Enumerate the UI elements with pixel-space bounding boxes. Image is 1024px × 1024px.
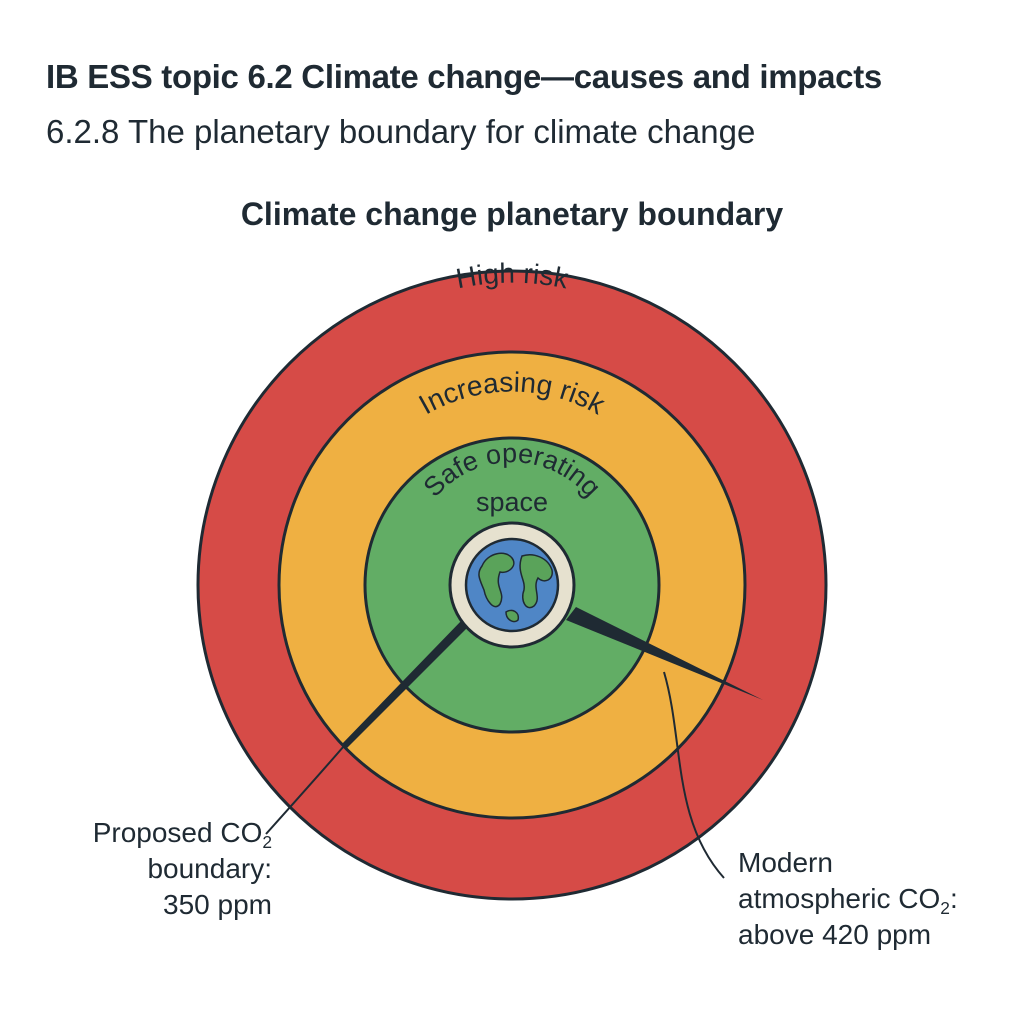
modern-co2-line1: Modern bbox=[738, 847, 833, 878]
proposed-boundary-callout: Proposed CO2 boundary: 350 ppm bbox=[40, 815, 272, 923]
modern-co2-leader-line bbox=[663, 671, 725, 879]
high-risk-label: High risk bbox=[454, 258, 572, 295]
modern-co2-callout: Modern atmospheric CO2: above 420 ppm bbox=[738, 845, 1008, 953]
modern-co2-line2: atmospheric CO2: bbox=[738, 883, 958, 919]
subtopic-heading: 6.2.8 The planetary boundary for climate… bbox=[46, 113, 756, 150]
modern-co2-value: above 420 ppm bbox=[738, 919, 932, 950]
modern-co2-pointer bbox=[566, 607, 763, 700]
diagram-title: Climate change planetary boundary bbox=[240, 196, 784, 232]
proposed-boundary-leader-line bbox=[265, 745, 345, 835]
proposed-boundary-value: 350 ppm bbox=[163, 889, 272, 920]
topic-heading: IB ESS topic 6.2 Climate change—causes a… bbox=[46, 58, 882, 95]
proposed-boundary-pointer bbox=[341, 620, 469, 749]
proposed-boundary-line2: boundary: bbox=[147, 853, 272, 884]
proposed-boundary-line1: Proposed CO2 bbox=[92, 817, 272, 853]
earth-globe-icon bbox=[448, 521, 576, 649]
safe-operating-space-label-line2: space bbox=[476, 487, 548, 517]
